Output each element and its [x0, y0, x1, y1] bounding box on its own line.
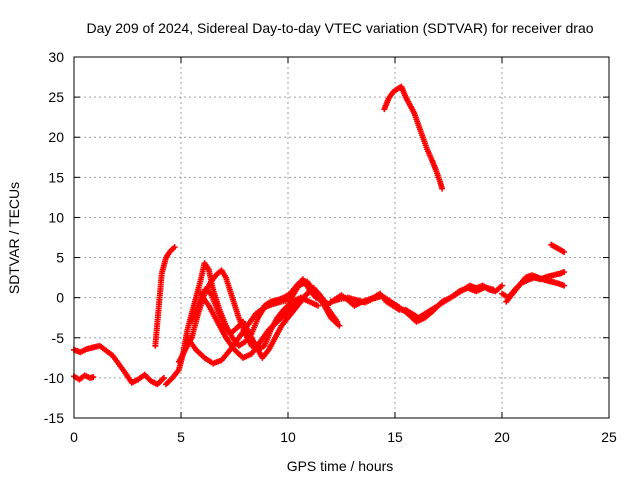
tick-labels: 0 5 10 15 20 25 -15 -10 -5 0 5 10 15 20 25 30: [44, 49, 617, 445]
data-points: [71, 83, 568, 388]
y-tick-label: -10: [44, 370, 64, 386]
data-point: [336, 322, 343, 329]
series-arc-14: [548, 241, 568, 255]
series-arc-11: [381, 83, 446, 192]
x-tick-label: 10: [280, 429, 296, 445]
y-tick-label: -5: [52, 330, 65, 346]
data-point: [490, 286, 497, 293]
x-tick-label: 5: [177, 429, 185, 445]
series-arc-3: [152, 244, 178, 349]
x-tick-label: 0: [70, 429, 78, 445]
x-tick-label: 20: [494, 429, 510, 445]
y-tick-label: 0: [56, 290, 64, 306]
y-tick-label: 30: [48, 49, 64, 65]
y-tick-label: 25: [48, 89, 64, 105]
y-axis-label: SDTVAR / TECUs: [6, 182, 22, 294]
y-tick-label: 15: [48, 169, 64, 185]
y-tick-label: 5: [56, 250, 64, 266]
series-arc-13: [503, 272, 568, 305]
data-point: [499, 282, 505, 289]
data-point: [561, 268, 568, 275]
x-axis-label: GPS time / hours: [287, 458, 394, 474]
series-arc-1: [71, 342, 167, 388]
y-tick-label: 10: [48, 209, 64, 225]
data-point: [439, 185, 446, 192]
data-point: [314, 302, 321, 309]
data-point: [334, 318, 341, 325]
x-tick-label: 25: [601, 429, 617, 445]
data-point: [160, 374, 167, 381]
series-arc-10: [327, 284, 497, 325]
grid: [74, 57, 609, 418]
x-tick-label: 15: [387, 429, 403, 445]
chart-title: Day 209 of 2024, Sidereal Day-to-day VTE…: [86, 20, 593, 36]
data-point: [90, 374, 97, 381]
y-tick-label: -15: [44, 410, 64, 426]
data-point: [561, 248, 568, 255]
data-point: [561, 282, 568, 289]
plot-frame: [73, 56, 610, 419]
y-tick-label: 20: [48, 129, 64, 145]
data-point: [171, 244, 178, 251]
